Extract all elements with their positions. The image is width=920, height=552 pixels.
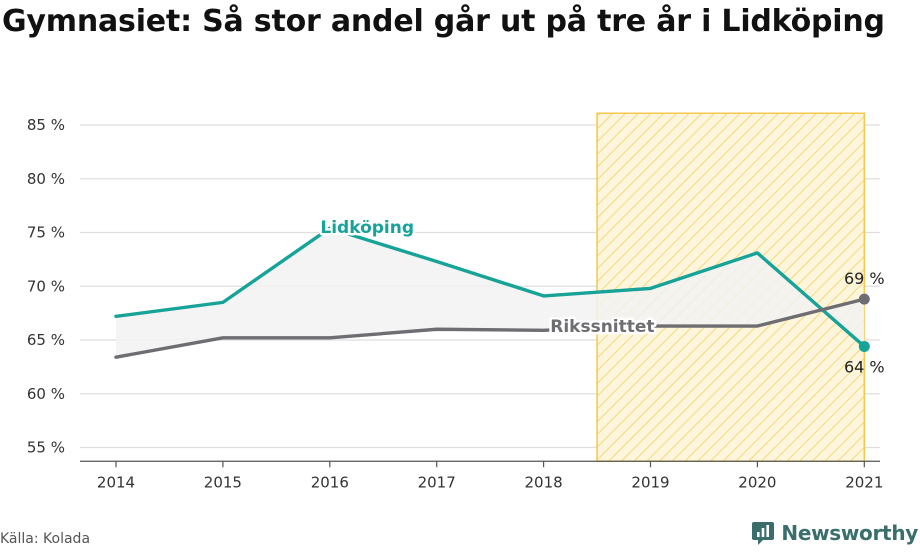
rikssnittet-series-label: Rikssnittet: [550, 317, 654, 337]
brand-logo: Newsworthy: [751, 518, 918, 548]
x-tick-label: 2018: [525, 473, 563, 491]
rikssnittet-end-value-label: 69 %: [844, 269, 885, 288]
rikssnittet-line-end-point: [858, 293, 870, 305]
x-tick-label: 2014: [97, 473, 135, 491]
y-tick-label: 70 %: [27, 277, 65, 295]
x-tick-label: 2016: [311, 473, 349, 491]
rikssnittet-line: [114, 297, 866, 359]
series-labels: Lidköping Rikssnittet 69 % 64 %: [318, 216, 885, 377]
x-tick-label: 2019: [631, 473, 669, 491]
y-tick-label: 75 %: [27, 224, 65, 242]
x-tick-label: 2021: [845, 473, 883, 491]
y-tick-label: 85 %: [27, 116, 65, 134]
lidkoping-line-end-point: [858, 340, 870, 352]
lidkoping-end-value-label: 64 %: [844, 357, 885, 376]
lidkoping-series-label: Lidköping: [320, 218, 414, 238]
source-note: Källa: Kolada: [0, 531, 91, 547]
y-tick-label: 60 %: [27, 385, 65, 403]
y-tick-label: 65 %: [27, 331, 65, 349]
brand-name: Newsworthy: [781, 521, 918, 545]
x-tick-label: 2020: [738, 473, 776, 491]
x-tick-label: 2017: [418, 473, 456, 491]
y-tick-label: 80 %: [27, 170, 65, 188]
newsworthy-logo-icon: [752, 522, 775, 545]
x-tick-label: 2015: [204, 473, 242, 491]
chart-title: Gymnasiet: Så stor andel går ut på tre å…: [2, 4, 885, 39]
series-lines: [114, 226, 870, 359]
lidkoping-line: [114, 226, 866, 349]
x-axis: 2014 2015 2016 2017 2018 2019 2020 2021: [80, 460, 883, 491]
y-axis: 55 % 60 % 65 % 70 % 75 % 80 % 85 %: [27, 116, 65, 457]
y-tick-label: 55 %: [27, 439, 65, 457]
